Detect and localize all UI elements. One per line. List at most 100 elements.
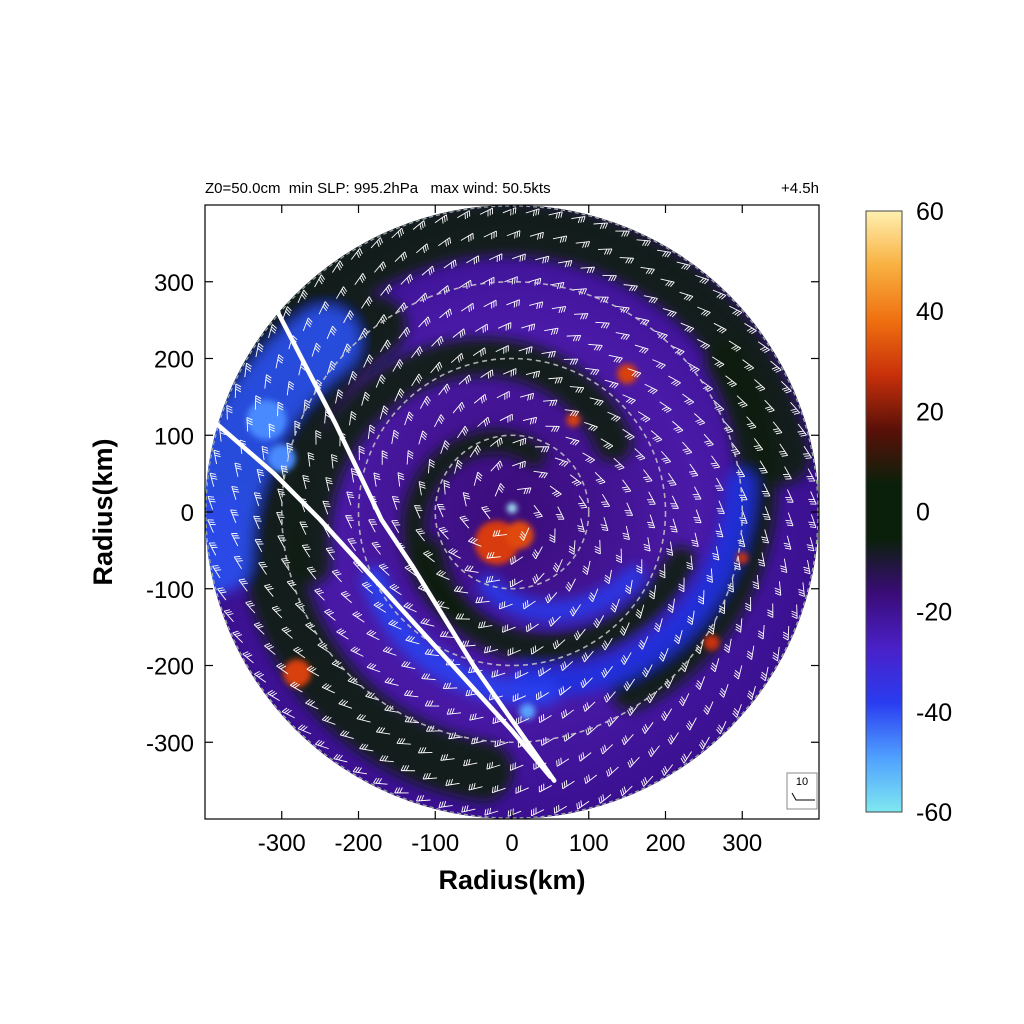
wind-barb xyxy=(757,341,770,353)
wind-barb xyxy=(232,630,244,644)
wind-barb xyxy=(289,681,303,693)
wind-barb xyxy=(703,701,714,715)
wind-barb xyxy=(522,416,538,425)
wind-barb xyxy=(506,230,521,239)
wind-barb xyxy=(440,753,455,761)
wind-barb xyxy=(443,259,457,269)
wind-barb xyxy=(552,235,568,243)
wind-barb xyxy=(412,220,426,230)
wind-barb xyxy=(647,514,656,529)
wind-barb xyxy=(361,296,373,309)
wind-barb xyxy=(436,503,446,518)
wind-barb xyxy=(509,578,523,588)
wind-barb xyxy=(400,765,416,772)
wind-barb xyxy=(742,359,755,372)
wind-barb xyxy=(375,374,386,388)
wind-barb xyxy=(491,669,506,678)
wind-barb xyxy=(797,423,807,437)
wind-barb xyxy=(572,288,587,295)
wind-barb xyxy=(607,411,621,422)
wind-barb xyxy=(255,342,264,358)
wind-barb xyxy=(757,624,765,640)
plot-area xyxy=(205,205,819,819)
wind-barb xyxy=(207,496,216,510)
wind-barb xyxy=(598,794,612,804)
wind-barb xyxy=(457,210,471,220)
x-tick-label: 100 xyxy=(569,830,609,857)
wind-barb xyxy=(338,699,353,709)
wind-barb xyxy=(254,539,264,553)
wind-barb xyxy=(686,717,697,731)
wind-barb xyxy=(627,756,640,768)
wind-barb xyxy=(593,615,605,628)
wind-barb xyxy=(503,368,517,377)
wind-barb xyxy=(619,257,635,264)
wind-barb xyxy=(405,635,420,645)
wind-barb xyxy=(231,533,240,547)
wind-barb xyxy=(623,284,638,292)
wind-barb xyxy=(367,424,376,440)
wind-barb xyxy=(713,322,727,334)
wind-barb xyxy=(208,542,218,556)
wind-barb xyxy=(481,506,491,520)
wind-barb xyxy=(491,785,506,794)
wind-barb xyxy=(234,462,242,477)
wind-barb xyxy=(391,227,404,239)
wind-barb xyxy=(463,758,478,767)
wind-barb xyxy=(233,555,243,570)
wind-barb xyxy=(560,660,574,672)
wind-barb xyxy=(230,509,239,524)
x-axis: -300 -200 -100 0 100 200 300 xyxy=(258,205,762,857)
wind-barb xyxy=(485,575,501,583)
wind-barb xyxy=(695,640,704,655)
wind-barb xyxy=(772,421,783,435)
wind-barb xyxy=(679,291,694,302)
wind-barb xyxy=(682,393,695,406)
wind-barb xyxy=(207,519,216,533)
wind-barb xyxy=(533,504,543,518)
wind-barb xyxy=(324,608,336,621)
wind-barb xyxy=(512,253,526,262)
wind-barb xyxy=(445,778,460,786)
wind-barb xyxy=(494,483,505,497)
y-tick-label: 200 xyxy=(154,347,194,374)
wind-barb xyxy=(637,411,651,423)
wind-barb xyxy=(556,757,570,767)
wind-barb xyxy=(548,377,563,384)
range-ring xyxy=(357,357,667,667)
wind-barb xyxy=(433,414,445,428)
wind-barb xyxy=(653,330,668,340)
wind-barb xyxy=(254,671,267,683)
wind-barb xyxy=(469,713,484,721)
wind-barb xyxy=(725,375,737,388)
wind-barb xyxy=(293,646,306,659)
wind-barb xyxy=(646,491,656,505)
wind-barb xyxy=(552,639,566,650)
wind-barb xyxy=(621,733,634,746)
wind-barb xyxy=(615,305,630,314)
wind-barb xyxy=(264,584,274,597)
wind-barb xyxy=(668,375,681,387)
wind-barb xyxy=(695,274,709,285)
wind-barb xyxy=(264,374,272,389)
wind-barb xyxy=(697,306,711,317)
wind-barb xyxy=(507,647,521,656)
wind-barb xyxy=(477,416,490,427)
wind-barb xyxy=(667,472,677,486)
wind-barb xyxy=(297,289,308,303)
wind-barb xyxy=(442,682,458,690)
colorbar-tick-label: 20 xyxy=(916,398,944,426)
wind-barb xyxy=(418,430,428,445)
wind-barb xyxy=(578,752,592,762)
wind-barb xyxy=(462,492,471,507)
wind-barb xyxy=(382,646,397,656)
wind-barb xyxy=(680,322,695,333)
wind-barb xyxy=(746,416,757,430)
wind-barb xyxy=(719,683,729,698)
wind-barb xyxy=(613,457,625,471)
y-tick-label: -100 xyxy=(146,577,194,604)
wind-barb xyxy=(411,373,423,387)
wind-barb xyxy=(453,585,469,594)
wind-barb xyxy=(595,321,610,329)
wind-barb xyxy=(254,395,262,410)
